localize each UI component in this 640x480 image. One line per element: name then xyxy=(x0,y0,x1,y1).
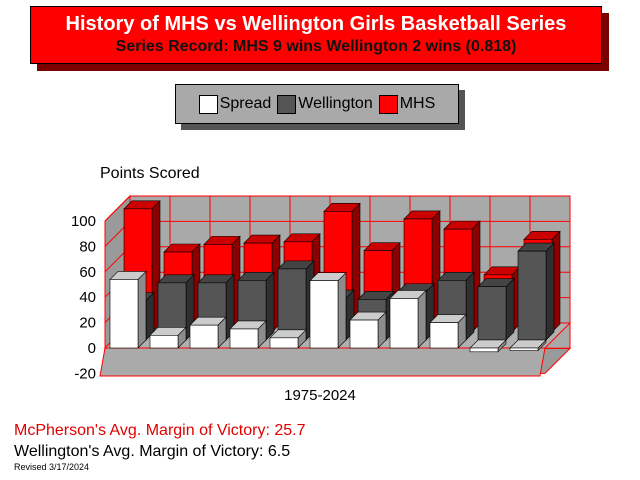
y-tick-label: 0 xyxy=(88,340,96,357)
zero-slab-front xyxy=(99,347,546,377)
bar-spread xyxy=(149,334,179,349)
y-tick-label: 60 xyxy=(79,264,96,281)
bar-spread xyxy=(509,347,539,351)
y-tick-label: 80 xyxy=(79,238,96,255)
chart-title-box: History of MHS vs Wellington Girls Baske… xyxy=(30,6,602,64)
bar-spread xyxy=(189,324,219,349)
gridline-side xyxy=(104,195,131,222)
bar-spread xyxy=(309,280,339,349)
legend-label-wellington: Wellington xyxy=(298,95,373,112)
legend-label-spread: Spread xyxy=(219,95,272,112)
y-tick-label: 100 xyxy=(71,213,96,230)
y-tick-label: -20 xyxy=(74,365,96,382)
bar-spread xyxy=(229,328,259,349)
legend-item-mhs: MHS xyxy=(378,94,436,114)
bar-wellington xyxy=(477,286,507,341)
wellington-margin-text: Wellington's Avg. Margin of Victory: 6.5 xyxy=(14,443,291,460)
bar-spread-side xyxy=(417,289,427,349)
legend-swatch-wellington xyxy=(277,94,297,114)
x-axis-label: 1975-2024 xyxy=(284,387,356,404)
bar-spread-side xyxy=(337,271,347,349)
bar-spread xyxy=(429,322,459,349)
bar-wellington xyxy=(517,250,547,341)
legend-swatch-mhs xyxy=(378,94,398,114)
legend-swatch-spread xyxy=(198,94,218,114)
legend-item-wellington: Wellington xyxy=(277,94,373,114)
bar-wellington-side xyxy=(465,271,475,341)
legend-label-mhs: MHS xyxy=(399,95,436,112)
chart-title: History of MHS vs Wellington Girls Baske… xyxy=(65,13,567,35)
chart-labels: -20 0 20 40 60 80 100 Points Scored 1975-2024 xyxy=(71,165,356,404)
mhs-margin-text: McPherson's Avg. Margin of Victory: 25.7 xyxy=(14,422,306,439)
legend: Spread Wellington MHS xyxy=(175,84,459,124)
y-tick-label: 20 xyxy=(79,315,96,332)
y-tick-label: 40 xyxy=(79,289,96,306)
bar-spread xyxy=(269,337,299,349)
bar-spread xyxy=(389,298,419,349)
chart-subtitle: Series Record: MHS 9 wins Wellington 2 w… xyxy=(115,38,517,55)
bar-wellington-side xyxy=(505,277,515,341)
y-axis-label: Points Scored xyxy=(100,165,200,182)
chart-bars xyxy=(109,200,561,353)
bar-spread xyxy=(109,279,139,349)
bar-spread xyxy=(349,319,379,349)
bar-spread-side xyxy=(137,270,147,349)
bar-wellington-side xyxy=(265,271,275,341)
bar-wellington xyxy=(277,268,307,341)
legend-item-spread: Spread xyxy=(198,94,272,114)
bar-wellington-side xyxy=(545,242,555,341)
revised-date: Revised 3/17/2024 xyxy=(14,462,90,472)
bar-spread xyxy=(469,347,499,353)
